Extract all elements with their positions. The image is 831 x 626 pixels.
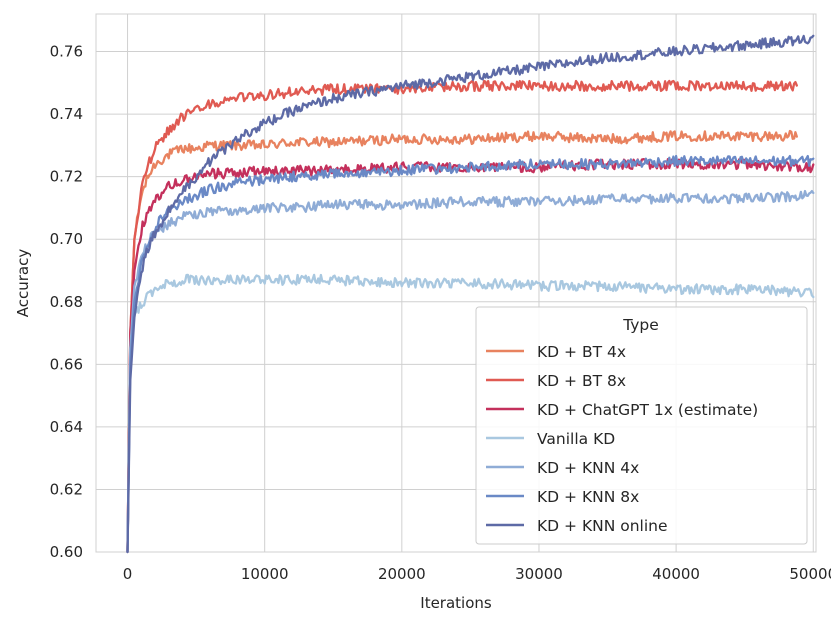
y-tick-label: 0.62 (50, 480, 83, 498)
legend-label: KD + KNN 4x (537, 459, 639, 477)
y-tick-label: 0.68 (50, 293, 83, 311)
legend: Type KD + BT 4x KD + BT 8x KD + ChatGPT 1x… (475, 306, 808, 545)
legend-label: Vanilla KD (537, 430, 615, 448)
y-axis-label: Accuracy (14, 249, 32, 318)
y-tick-labels: 0.60 0.62 0.64 0.66 0.68 0.70 0.72 0.74 0.76 (50, 43, 83, 561)
y-tick-label: 0.64 (50, 418, 83, 436)
x-tick-label: 10000 (241, 565, 289, 583)
legend-label: KD + KNN 8x (537, 488, 639, 506)
y-tick-label: 0.70 (50, 230, 83, 248)
series-line (126, 129, 798, 554)
series-line (126, 34, 815, 554)
series-layer (126, 34, 815, 554)
legend-items: KD + BT 4x KD + BT 8x KD + ChatGPT 1x (est… (486, 343, 758, 535)
legend-title: Type (622, 316, 659, 334)
series-line (126, 154, 815, 554)
y-tick-label: 0.74 (50, 105, 83, 123)
series-line (126, 189, 815, 554)
legend-box (475, 306, 808, 545)
y-tick-label: 0.72 (50, 168, 83, 186)
y-tick-label: 0.66 (50, 355, 83, 373)
x-tick-label: 30000 (515, 565, 563, 583)
series-line (126, 79, 798, 554)
legend-label: KD + BT 8x (537, 372, 626, 390)
x-tick-label: 0 (123, 565, 133, 583)
x-tick-label: 20000 (378, 565, 426, 583)
legend-label: KD + BT 4x (537, 343, 626, 361)
x-tick-label: 40000 (652, 565, 700, 583)
series-line (126, 273, 815, 554)
x-axis-label: Iterations (420, 594, 492, 612)
legend-label: KD + KNN online (537, 517, 668, 535)
y-tick-label: 0.60 (50, 543, 83, 561)
legend-label: KD + ChatGPT 1x (estimate) (537, 401, 758, 419)
y-tick-label: 0.76 (50, 43, 83, 61)
